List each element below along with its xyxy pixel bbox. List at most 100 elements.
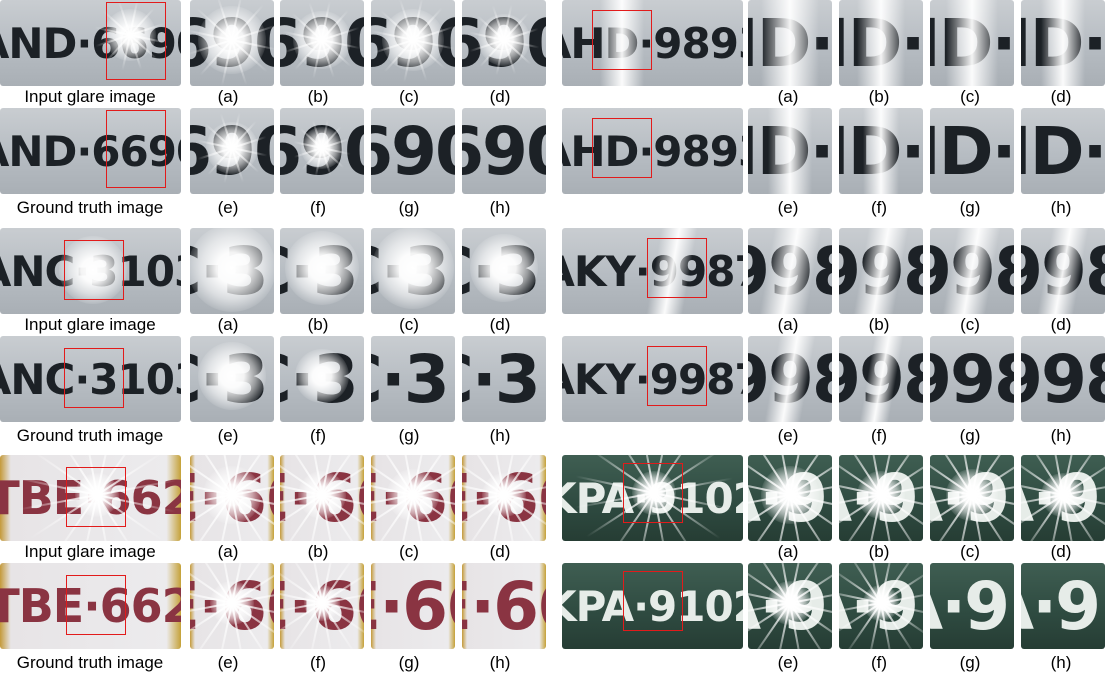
subfigure-label: (b) [307,315,329,334]
result-crop: A·91 [1021,563,1105,649]
plate-text: A·91 [839,455,923,541]
plate-text: HD·9 [748,108,832,194]
plate-text: 690 [280,0,364,86]
subfigure-label: (g) [398,198,420,217]
subfigure-label: (d) [1050,315,1072,334]
plate-text: HD·9 [839,108,923,194]
plate-text: A·91 [1021,455,1105,541]
input-glare-image: TBE·662 [0,455,181,541]
plate-text: A·91 [748,563,832,649]
subfigure-label: (f) [870,426,888,445]
result-crop: 690 [371,108,455,194]
result-crop: A·91 [748,563,832,649]
ground-truth-image: KPA·9102 [562,563,743,649]
highlight-box [64,240,124,300]
plate-text: 690 [371,0,455,86]
plate-text: 690 [190,0,274,86]
subfigure-label: (b) [868,87,890,106]
result-crop: C·31 [190,336,274,422]
plate-text: E·66 [190,563,274,649]
plate-text: 690 [462,0,546,86]
plate-text: 998 [839,336,923,422]
ground-truth-image: AND·6690 [0,108,181,194]
plate-text: AHD·9893 [562,108,743,194]
plate-text: E·66 [280,455,364,541]
subfigure-label: (e) [777,426,799,445]
result-crop: 998 [930,336,1014,422]
highlight-box [66,467,126,527]
subfigure-label: (d) [489,87,511,106]
subfigure-label: (f) [309,426,327,445]
result-crop: 690 [280,0,364,86]
subfigure-label: (e) [777,198,799,217]
subfigure-label: (g) [959,426,981,445]
plate-text: 998 [1021,228,1105,314]
result-crop: 998 [930,228,1014,314]
result-crop: E·66 [190,563,274,649]
plate-text: 998 [1021,336,1105,422]
plate-text: A·91 [1021,563,1105,649]
input-glare-image: AHD·9893 [562,0,743,86]
ground-truth-image: AKY·9987 [562,336,743,422]
plate-text: E·66 [190,455,274,541]
result-crop: C·31 [280,228,364,314]
result-crop: HD·9 [839,108,923,194]
subfigure-label: (b) [307,87,329,106]
plate-text: TBE·662 [0,563,181,649]
subfigure-label: (a) [217,315,239,334]
plate-text: HD·9 [1021,108,1105,194]
result-crop: C·31 [190,228,274,314]
result-crop: 690 [462,0,546,86]
plate-text: 690 [371,108,455,194]
result-crop: 690 [190,108,274,194]
plate-text: C·31 [280,228,364,314]
subfigure-label: (c) [399,315,419,334]
plate-text: 998 [748,228,832,314]
plate-text: C·31 [462,336,546,422]
plate-text: C·31 [190,228,274,314]
subfigure-label: (c) [399,542,419,561]
subfigure-label: (e) [217,426,239,445]
plate-text: AND·6690 [0,108,181,194]
ground-truth-image: AHD·9893 [562,108,743,194]
subfigure-label: (h) [1050,198,1072,217]
plate-text: AKY·9987 [562,336,743,422]
plate-text: A·91 [930,563,1014,649]
result-crop: C·31 [462,336,546,422]
subfigure-label: (b) [868,542,890,561]
result-crop: 690 [280,108,364,194]
plate-text: 690 [462,108,546,194]
result-crop: E·66 [280,455,364,541]
result-crop: A·91 [930,563,1014,649]
result-crop: 690 [371,0,455,86]
result-crop: E·66 [280,563,364,649]
subfigure-label: (a) [217,542,239,561]
plate-text: 690 [190,108,274,194]
result-crop: E·66 [371,455,455,541]
plate-text: E·66 [462,455,546,541]
subfigure-label: (h) [1050,426,1072,445]
plate-text: 690 [280,108,364,194]
highlight-box [66,575,126,635]
subfigure-label: (e) [217,653,239,672]
input-image-label: Input glare image [24,315,156,334]
highlight-box [106,2,166,80]
result-crop: A·91 [839,563,923,649]
subfigure-label: (d) [489,315,511,334]
ground-truth-image: ANC·3103 [0,336,181,422]
subfigure-label: (g) [959,198,981,217]
ground-truth-label: Ground truth image [16,198,164,217]
subfigure-label: (a) [777,315,799,334]
plate-text: 998 [839,228,923,314]
result-crop: C·31 [280,336,364,422]
subfigure-label: (e) [777,653,799,672]
input-image-label: Input glare image [24,542,156,561]
plate-text: 998 [930,336,1014,422]
plate-text: 998 [748,336,832,422]
highlight-box [647,346,707,406]
plate-text: E·66 [371,455,455,541]
plate-text: AHD·9893 [562,0,743,86]
input-glare-image: ANC·3103 [0,228,181,314]
subfigure-label: (b) [307,542,329,561]
subfigure-label: (g) [398,426,420,445]
